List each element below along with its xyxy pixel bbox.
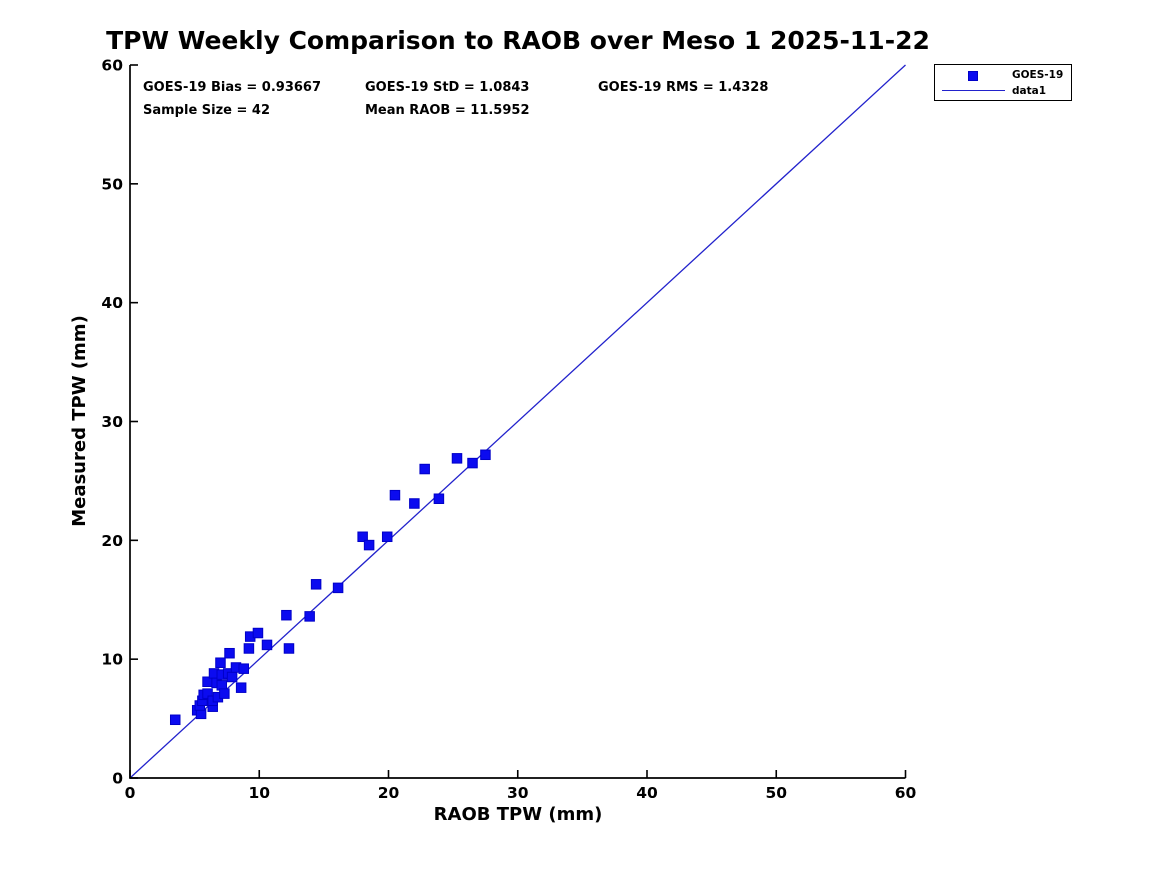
data-point-marker [409, 498, 420, 509]
data-point-marker [261, 639, 273, 651]
data-point-marker [235, 682, 247, 693]
data-point-marker [332, 582, 344, 594]
data-point-marker [389, 489, 401, 501]
data-point-marker [252, 627, 264, 639]
y-tick-label: 20 [101, 532, 123, 550]
x-tick-label: 0 [125, 784, 136, 802]
data-point-marker [433, 493, 445, 504]
identity-line [129, 64, 906, 779]
line-sample-icon [942, 90, 1005, 91]
x-tick-label: 20 [378, 784, 400, 802]
data-point-marker [480, 449, 491, 461]
y-tick-label: 60 [101, 57, 123, 75]
legend-box: GOES-19 data1 [934, 64, 1072, 101]
legend-label-data1: data1 [1012, 85, 1047, 97]
stat-std: GOES-19 StD = 1.0843 [365, 80, 530, 95]
data-point-marker [226, 671, 238, 683]
data-point-marker [363, 539, 375, 551]
data-point-marker [238, 663, 249, 674]
data-point-marker [224, 647, 235, 659]
x-tick-label: 40 [636, 784, 658, 802]
stat-bias: GOES-19 Bias = 0.93667 [143, 80, 322, 95]
square-marker-icon [968, 71, 978, 81]
legend-label-goes19: GOES-19 [1012, 69, 1064, 81]
data-point-marker [169, 714, 181, 726]
data-point-marker [219, 688, 230, 699]
y-tick-label: 30 [101, 413, 123, 431]
x-axis-label: RAOB TPW (mm) [433, 804, 603, 825]
chart-title: TPW Weekly Comparison to RAOB over Meso … [106, 26, 930, 55]
y-axis-label: Measured TPW (mm) [69, 315, 90, 527]
x-tick-label: 10 [248, 784, 270, 802]
y-tick-label: 10 [101, 651, 123, 669]
stat-mean-raob: Mean RAOB = 11.5952 [365, 103, 530, 118]
data-point-marker [304, 611, 315, 622]
data-point-marker [243, 643, 255, 654]
y-tick-label: 40 [101, 294, 123, 312]
data-point-marker [357, 531, 368, 543]
data-point-marker [215, 657, 226, 668]
data-point-marker [451, 453, 463, 464]
x-tick-label: 30 [507, 784, 529, 802]
y-tick-label: 50 [101, 175, 123, 193]
y-tick-label: 0 [112, 770, 123, 788]
data-point-marker [281, 609, 292, 621]
data-point-marker [310, 579, 322, 590]
x-tick-label: 60 [895, 784, 917, 802]
x-tick-label: 50 [765, 784, 787, 802]
stat-sample-size: Sample Size = 42 [143, 103, 271, 118]
stat-rms: GOES-19 RMS = 1.4328 [598, 80, 769, 95]
data-point-marker [283, 643, 295, 654]
data-point-marker [467, 457, 478, 469]
data-point-marker [419, 463, 430, 475]
data-point-marker [381, 531, 393, 543]
